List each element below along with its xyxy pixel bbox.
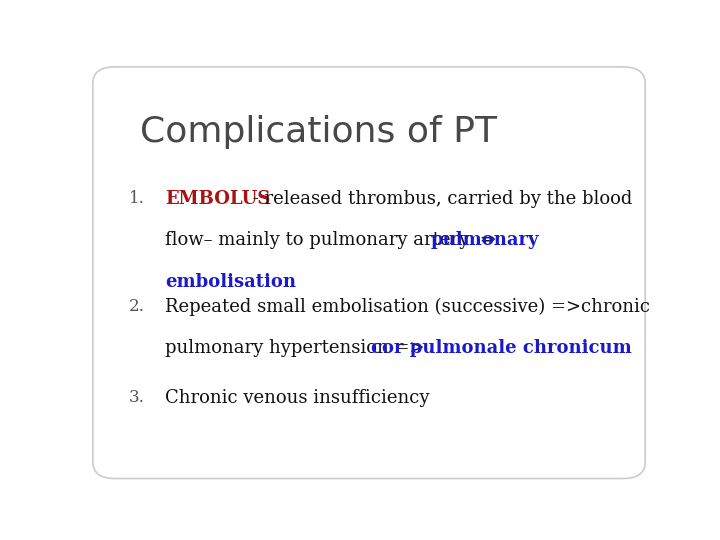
Text: 1.: 1. [129,190,145,206]
Text: embolisation: embolisation [166,273,297,291]
Text: 3.: 3. [129,389,145,406]
Text: flow– mainly to pulmonary artery  ⇒: flow– mainly to pulmonary artery ⇒ [166,231,508,249]
Text: Chronic venous insufficiency: Chronic venous insufficiency [166,389,430,407]
Text: Repeated small embolisation (successive) =>chronic: Repeated small embolisation (successive)… [166,298,650,316]
Text: - released thrombus, carried by the blood: - released thrombus, carried by the bloo… [247,190,632,207]
Text: 2.: 2. [129,298,145,315]
Text: pulmonary: pulmonary [431,231,539,249]
Text: pulmonary hypertension =>: pulmonary hypertension => [166,339,431,357]
FancyBboxPatch shape [93,67,645,478]
Text: cor pulmonale chronicum: cor pulmonale chronicum [371,339,631,357]
Text: EMBOLUS: EMBOLUS [166,190,271,207]
Text: Complications of PT: Complications of PT [140,114,498,148]
